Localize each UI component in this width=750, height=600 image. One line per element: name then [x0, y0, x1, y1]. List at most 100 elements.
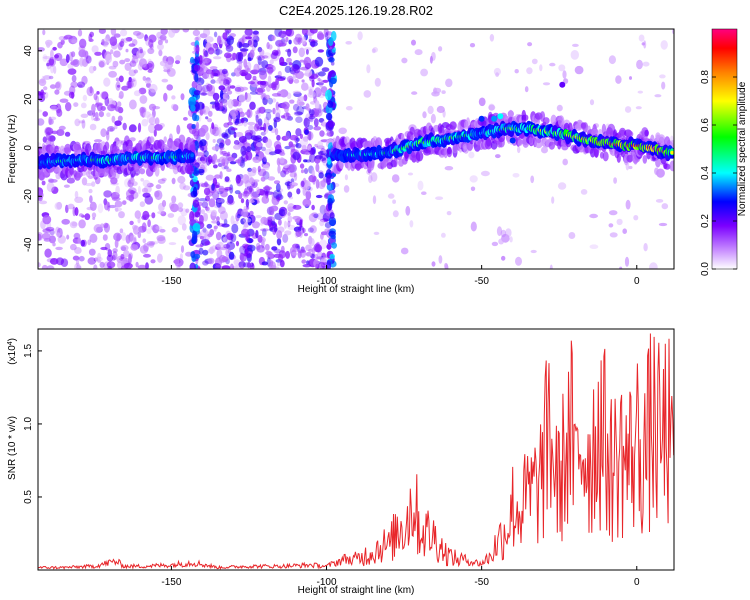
spectrogram-noise-cell: [128, 76, 132, 83]
spectrogram-y-tick-label: -20: [23, 189, 34, 204]
spectrogram-noise-cell: [469, 43, 476, 48]
spectrogram-noise-cell: [198, 54, 203, 65]
spectrogram-noise-cell: [64, 131, 71, 137]
spectrogram-noise-cell: [267, 97, 273, 105]
spectrogram-noise-cell: [214, 174, 221, 179]
spectrogram-noise-cell: [435, 196, 444, 200]
spectrogram-noise-cell: [239, 252, 244, 262]
spectrogram-noise-cell: [269, 222, 274, 231]
spectrogram-noise-cell: [259, 222, 265, 226]
spectrogram-noise-cell: [175, 60, 180, 65]
spectrogram-noise-cell: [218, 206, 226, 214]
spectrogram-noise-cell: [248, 238, 253, 244]
spectrogram-noise-cell: [38, 142, 41, 146]
spectrogram-x-tick-label: -100: [317, 276, 337, 287]
spectrogram-noise-cell: [106, 112, 111, 117]
spectrogram-noise-cell: [238, 42, 243, 48]
spectrogram-noise-cell: [371, 48, 376, 54]
spectrogram-noise-cell: [65, 102, 72, 112]
spectrogram-noise-cell: [91, 181, 96, 187]
spectrogram-noise-cell: [293, 37, 301, 45]
spectrogram-noise-cell: [305, 190, 312, 201]
spectrogram-noise-cell: [373, 231, 380, 235]
spectrogram-noise-cell: [88, 65, 95, 74]
spectrogram-noise-cell: [309, 238, 315, 247]
spectrogram-noise-cell: [230, 127, 238, 131]
spectrogram-noise-cell: [572, 43, 579, 48]
spectrogram-noise-cell: [240, 266, 244, 269]
spectrogram-noise-cell: [265, 138, 273, 149]
spectrogram-y-tick-label: 0: [23, 145, 34, 151]
spectrogram-halo-cell: [149, 143, 154, 150]
spectrogram-noise-cell: [275, 101, 280, 111]
spectrogram-noise-cell: [289, 172, 297, 178]
spectrogram-noise-cell: [262, 136, 268, 144]
spectrogram-noise-cell: [227, 99, 234, 109]
spectrogram-noise-cell: [624, 106, 632, 113]
spectrogram-noise-cell: [246, 67, 251, 73]
spectrogram-x-axis: -150 -100 -50 0: [161, 265, 640, 287]
spectrogram-noise-cell: [46, 182, 55, 192]
spectrogram-noise-cell: [530, 249, 537, 254]
spectrogram-noise-cell: [69, 51, 74, 62]
spectrogram-band-cell: [328, 57, 335, 63]
spectrogram-band-cell: [326, 260, 332, 269]
spectrogram-noise-cell: [244, 92, 248, 100]
snr-x-tick-label: -150: [161, 577, 181, 588]
spectrogram-noise-cell: [261, 261, 268, 266]
spectrogram-noise-cell: [234, 84, 242, 95]
spectrogram-noise-cell: [98, 59, 106, 68]
spectrogram-noise-cell: [249, 38, 255, 48]
spectrogram-noise-cell: [148, 242, 155, 248]
spectrogram-noise-cell: [496, 226, 503, 237]
spectrogram-noise-cell: [300, 180, 305, 188]
spectrogram-noise-cell: [51, 186, 59, 194]
spectrogram-noise-cell: [208, 110, 213, 117]
spectrogram-noise-cell: [317, 77, 321, 82]
spectrogram-noise-cell: [104, 96, 110, 107]
spectrogram-noise-cell: [89, 31, 94, 38]
spectrogram-noise-cell: [256, 125, 263, 131]
spectrogram-noise-cell: [122, 257, 129, 264]
spectrogram-noise-cell: [48, 179, 58, 183]
spectrogram-noise-cell: [246, 146, 252, 153]
spectrogram-noise-cell: [256, 87, 266, 93]
spectrogram-noise-cell: [38, 196, 43, 202]
spectrogram-noise-cell: [247, 244, 256, 252]
spectrogram-noise-cell: [129, 235, 137, 244]
spectrogram-noise-cell: [78, 120, 85, 124]
snr-y-axis: 0.5 1.0 1.5: [23, 344, 42, 504]
spectrogram-noise-cell: [89, 233, 98, 243]
spectrogram-halo-cell: [447, 146, 452, 155]
spectrogram-noise-cell: [120, 244, 129, 252]
spectrogram-noise-cell: [227, 194, 234, 204]
spectrogram-noise-cell: [125, 48, 129, 53]
spectrogram-noise-cell: [226, 35, 234, 46]
spectrogram-noise-cell: [72, 255, 80, 261]
spectrogram-noise-cell: [45, 39, 53, 46]
spectrogram-noise-cell: [283, 112, 291, 121]
spectrogram-noise-cell: [96, 91, 100, 95]
spectrogram-noise-cell: [526, 67, 533, 75]
spectrogram-band-cell: [190, 251, 196, 259]
spectrogram-noise-cell: [218, 185, 225, 194]
spectrogram-halo-cell: [658, 134, 666, 145]
spectrogram-halo-cell: [523, 114, 529, 121]
spectrogram-noise-cell: [226, 168, 232, 172]
spectrogram-halo-cell: [64, 143, 72, 155]
spectrogram-noise-cell: [236, 65, 242, 72]
spectrogram-noise-cell: [38, 118, 45, 126]
spectrogram-noise-cell: [232, 52, 237, 61]
spectrogram-noise-cell: [210, 79, 216, 84]
spectrogram-noise-cell: [243, 221, 249, 228]
spectrogram-noise-cell: [248, 81, 255, 85]
spectrogram-noise-cell: [168, 242, 177, 246]
spectrogram-noise-cell: [191, 80, 198, 89]
spectrogram-noise-cell: [119, 40, 125, 48]
colorbar-axis: 0.0 0.2 0.4 0.6 0.8: [700, 70, 737, 276]
spectrogram-noise-cell: [295, 142, 299, 148]
spectrogram-noise-cell: [200, 183, 210, 188]
spectrogram-noise-cell: [258, 106, 266, 114]
spectrogram-noise-cell: [322, 120, 326, 128]
spectrogram-band-cell: [328, 70, 337, 78]
